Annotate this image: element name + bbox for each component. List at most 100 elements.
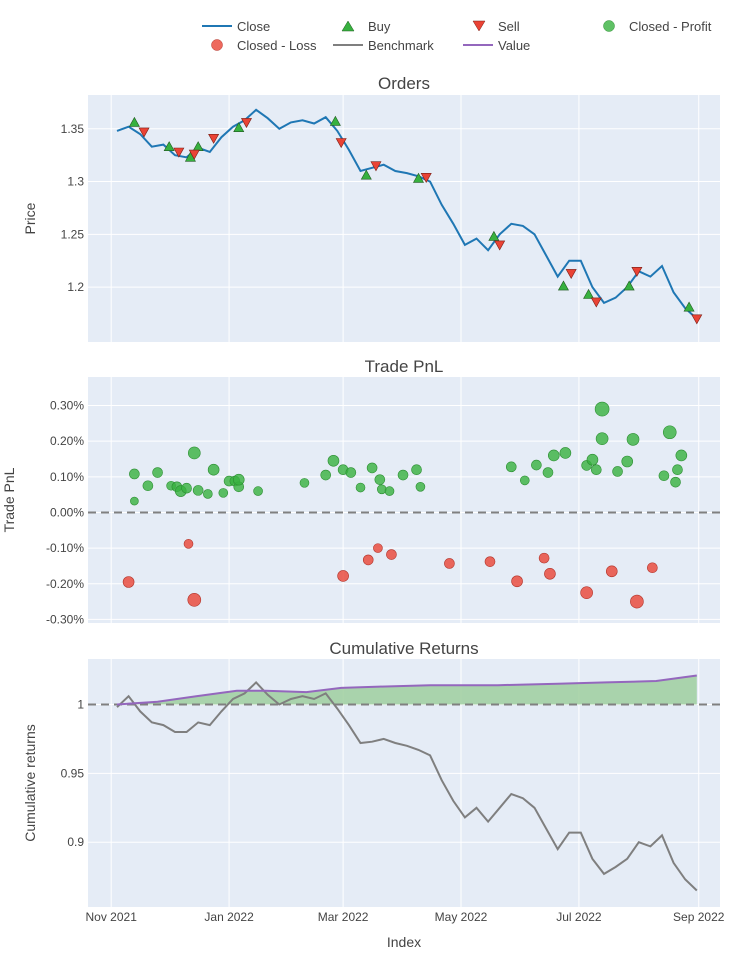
sell-marker [370, 161, 382, 172]
y-axis-title: Trade PnL [1, 467, 17, 532]
legend-item-sell[interactable]: Sell [472, 19, 520, 34]
loss-trade-marker [538, 552, 550, 564]
buy-marker [163, 141, 175, 152]
buy-marker [128, 116, 140, 127]
loss-trade-marker [362, 554, 374, 566]
panel-0: 1.2 1.25 1.3 1.35 Orders Price [22, 74, 720, 342]
y-tick-label: 1.2 [67, 280, 84, 294]
buy-marker [412, 172, 425, 183]
y-axis-title: Cumulative returns [22, 724, 38, 842]
y-tick-label: 1.25 [61, 227, 85, 241]
legend-label-sell: Sell [498, 19, 520, 34]
profit-trade-marker [384, 486, 395, 496]
profit-trade-marker [542, 467, 554, 478]
loss-trade-marker [337, 570, 349, 582]
loss-trade-marker [122, 576, 135, 588]
plot-area-1 [88, 377, 720, 623]
sell-marker [691, 314, 703, 325]
profit-trade-marker [612, 466, 623, 477]
profit-trade-marker [531, 459, 542, 471]
profit-trade-marker [327, 454, 340, 467]
loss-trade-marker [183, 539, 194, 549]
loss-trade-marker [484, 556, 496, 567]
benchmark-line [116, 680, 698, 892]
profit-trade-marker [253, 486, 263, 496]
buy-marker [683, 301, 695, 312]
buy-marker [583, 288, 595, 299]
legend[interactable]: Close Buy Sell Closed - Profit Closed - … [202, 19, 712, 53]
profit-trade-marker [672, 464, 683, 475]
x-tick-label: Sep 2022 [673, 910, 725, 924]
sell-marker [335, 138, 347, 149]
loss-trade-marker [373, 543, 383, 553]
y-tick-label: 1 [77, 697, 84, 711]
profit-trade-marker [355, 482, 366, 493]
profit-trade-marker [203, 489, 213, 499]
panel-title: Trade PnL [365, 357, 444, 376]
loss-trade-marker [544, 567, 556, 580]
loss-trade-marker [580, 586, 593, 599]
y-tick-label: 0.00% [50, 505, 84, 519]
y-tick-label: 0.95 [61, 766, 85, 780]
loss-trade-marker [386, 549, 397, 560]
y-tick-label: -0.20% [46, 577, 84, 591]
legend-label-close: Close [237, 19, 270, 34]
sell-marker [631, 266, 643, 277]
loss-trade-marker [444, 558, 455, 569]
legend-item-closed-loss[interactable]: Closed - Loss [211, 38, 317, 53]
y-tick-label: 1.3 [67, 175, 84, 189]
y-axis-title: Price [22, 202, 38, 234]
profit-trade-marker [374, 474, 386, 485]
loss-trade-marker [511, 575, 523, 588]
profit-trade-marker [670, 476, 681, 488]
profit-trade-marker [152, 467, 163, 478]
value-fill-area [116, 675, 697, 705]
legend-label-closed-loss: Closed - Loss [237, 38, 317, 53]
profit-trade-marker [591, 464, 602, 475]
buy-marker [233, 122, 245, 133]
profit-trade-marker [345, 467, 357, 478]
x-tick-label: Nov 2021 [86, 910, 138, 924]
y-tick-label: 1.35 [61, 122, 85, 136]
panel-1: -0.30% -0.20% -0.10% 0.00% 0.10% 0.20% 0.30% Tr… [1, 357, 720, 626]
legend-item-close[interactable]: Close [202, 19, 270, 34]
panel-2: 0.9 0.95 1 Cumulative Returns Cumulative ret… [22, 639, 720, 907]
y-tick-label: 0.30% [50, 399, 84, 413]
profit-trade-marker [595, 432, 609, 445]
profit-trade-marker [621, 455, 634, 468]
y-tick-label: 0.9 [67, 835, 84, 849]
profit-trade-marker [594, 401, 610, 417]
profit-trade-marker [207, 463, 220, 476]
buy-marker [329, 115, 341, 126]
profit-trade-marker [505, 461, 517, 473]
legend-label-buy: Buy [368, 19, 391, 34]
buy-marker [488, 230, 500, 241]
sell-marker [240, 118, 252, 129]
profit-trade-marker [366, 462, 378, 474]
profit-trade-marker [320, 469, 332, 481]
profit-trade-marker [397, 469, 409, 481]
y-tick-label: 0.10% [50, 470, 84, 484]
buy-marker [557, 280, 569, 291]
profit-trade-marker [130, 496, 139, 506]
profit-trade-marker [218, 488, 229, 498]
legend-item-closed-profit[interactable]: Closed - Profit [603, 19, 712, 34]
sell-marker [173, 147, 185, 158]
profit-trade-marker [129, 468, 140, 480]
sell-marker [565, 269, 577, 280]
value-line [116, 674, 697, 706]
profit-trade-marker [299, 478, 310, 488]
legend-label-closed-profit: Closed - Profit [629, 19, 712, 34]
loss-trade-marker [605, 565, 618, 578]
legend-item-buy[interactable]: Buy [341, 19, 391, 34]
x-tick-label: Mar 2022 [318, 910, 369, 924]
legend-item-benchmark[interactable]: Benchmark [333, 38, 434, 53]
y-tick-label: -0.30% [46, 612, 84, 626]
profit-trade-marker [662, 425, 677, 440]
sell-marker [208, 133, 220, 144]
sell-marker [420, 173, 432, 183]
legend-item-value[interactable]: Value [463, 38, 530, 53]
x-axis-title: Index [387, 934, 421, 950]
profit-trade-marker [181, 482, 192, 494]
